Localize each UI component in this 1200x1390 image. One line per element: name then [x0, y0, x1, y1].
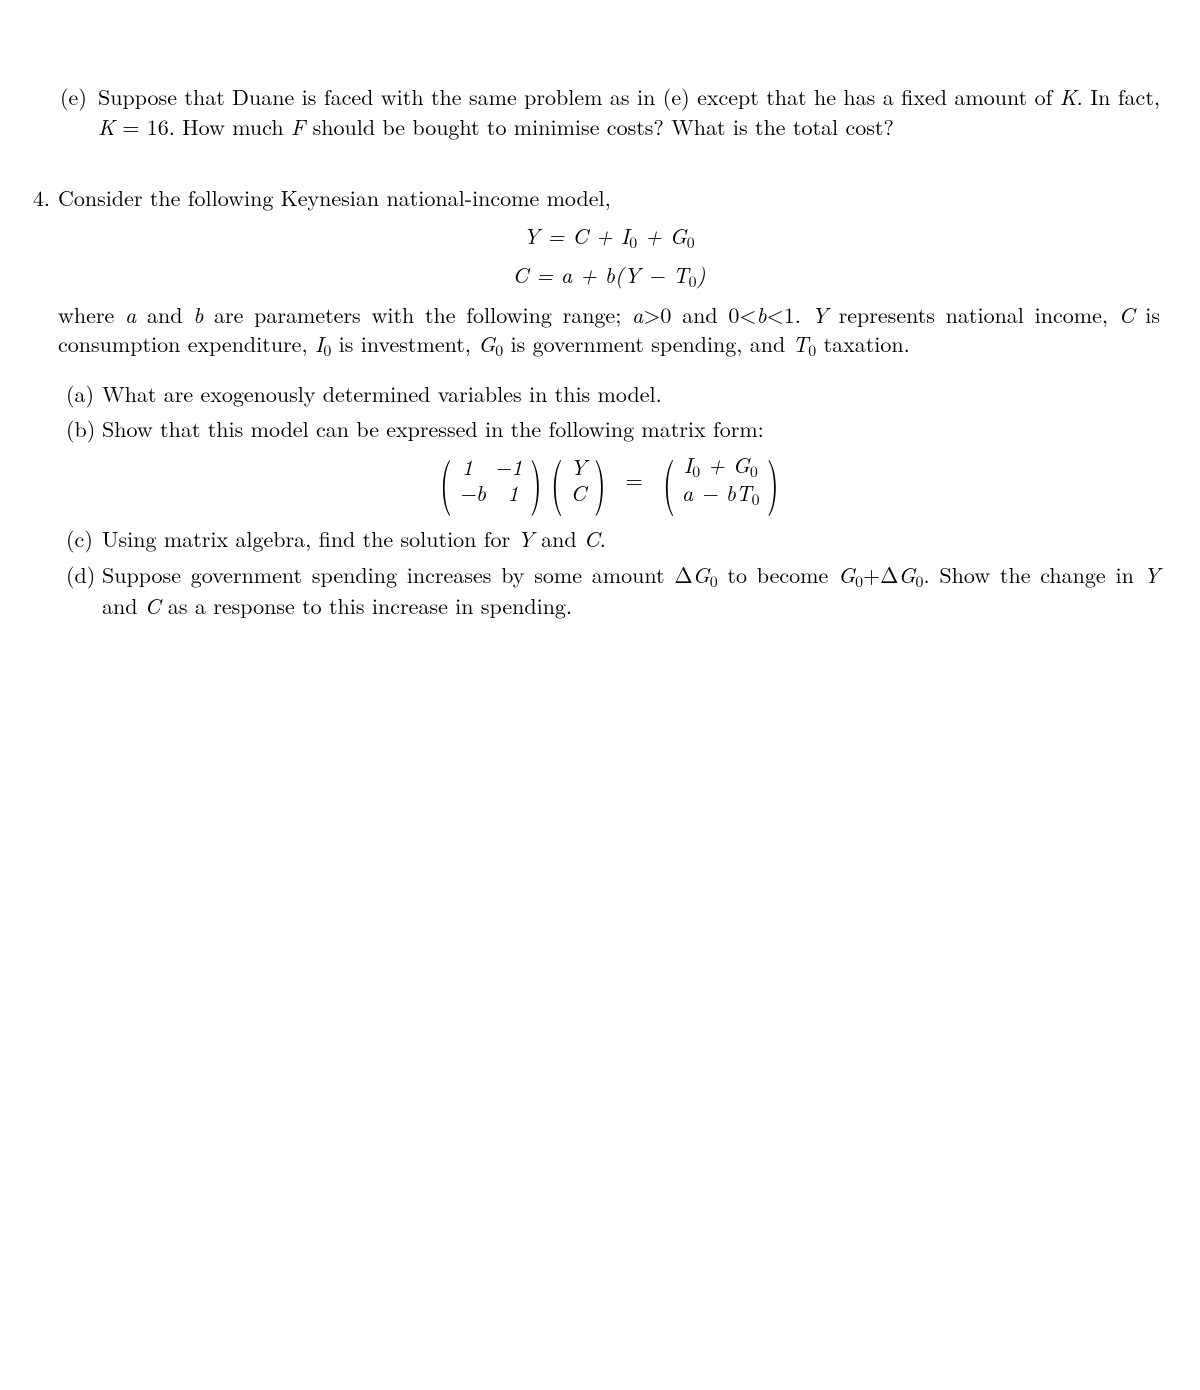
- question-4: 4. Consider the following Keynesian nati…: [10, 183, 1160, 626]
- q4-intro: Consider the following Keynesian nationa…: [58, 183, 1160, 213]
- q4-where-text: where a and b are parameters with the fo…: [58, 300, 1160, 361]
- paren-right-icon: ): [529, 454, 541, 506]
- q4-part-a-marker: (a): [66, 379, 102, 409]
- q4-equation-2: C = a + b(Y − T0): [58, 260, 1160, 291]
- vector-rhs-r1: I0 + G0: [684, 452, 758, 480]
- q4-part-b-text: Show that this model can be expressed in…: [102, 414, 1160, 444]
- q4-part-c: (c) Using matrix algebra, find the solut…: [66, 524, 1160, 554]
- vector-rhs-r2: a − bT0: [682, 480, 760, 508]
- part-e-text: Suppose that Duane is faced with the sam…: [98, 82, 1160, 141]
- q4-part-d: (d) Suppose government spending increase…: [66, 560, 1160, 621]
- paren-left-icon: (: [663, 454, 675, 506]
- part-e-marker: (e): [60, 82, 98, 141]
- q4-part-d-marker: (d): [66, 560, 102, 621]
- matrix-A-r2c1: −b: [459, 480, 486, 506]
- paren-left-icon: (: [551, 454, 563, 506]
- q4-part-c-marker: (c): [66, 524, 102, 554]
- q4-matrix-equation: ( 1 −1 −b 1 ) ( Y: [58, 452, 1160, 508]
- matrix-A-r2c2: 1: [504, 480, 522, 506]
- prev-question-part-e: (e) Suppose that Duane is faced with the…: [60, 82, 1160, 141]
- q4-part-d-text: Suppose government spending increases by…: [102, 560, 1160, 621]
- paren-right-icon: ): [593, 454, 605, 506]
- paren-left-icon: (: [440, 454, 452, 506]
- equals-sign: =: [626, 465, 643, 495]
- q4-part-a: (a) What are exogenously determined vari…: [66, 379, 1160, 409]
- question-4-number: 4.: [10, 183, 58, 626]
- vector-rhs: ( I0 + G0 a − bT0 ): [658, 452, 783, 508]
- q4-part-b-marker: (b): [66, 414, 102, 444]
- q4-part-c-text: Using matrix algebra, find the solution …: [102, 524, 1160, 554]
- q4-equation-1: Y = C + I0 + G0: [58, 221, 1160, 252]
- matrix-A: ( 1 −1 −b 1 ): [435, 454, 547, 507]
- paren-right-icon: ): [766, 454, 778, 506]
- vector-x-r2: C: [570, 480, 586, 506]
- vector-x: ( Y C ): [546, 454, 610, 507]
- q4-part-b: (b) Show that this model can be expresse…: [66, 414, 1160, 444]
- q4-equations: Y = C + I0 + G0 C = a + b(Y − T0): [58, 221, 1160, 292]
- page: (e) Suppose that Duane is faced with the…: [0, 0, 1200, 667]
- q4-part-a-text: What are exogenously determined variable…: [102, 379, 1160, 409]
- question-4-body: Consider the following Keynesian nationa…: [58, 183, 1160, 626]
